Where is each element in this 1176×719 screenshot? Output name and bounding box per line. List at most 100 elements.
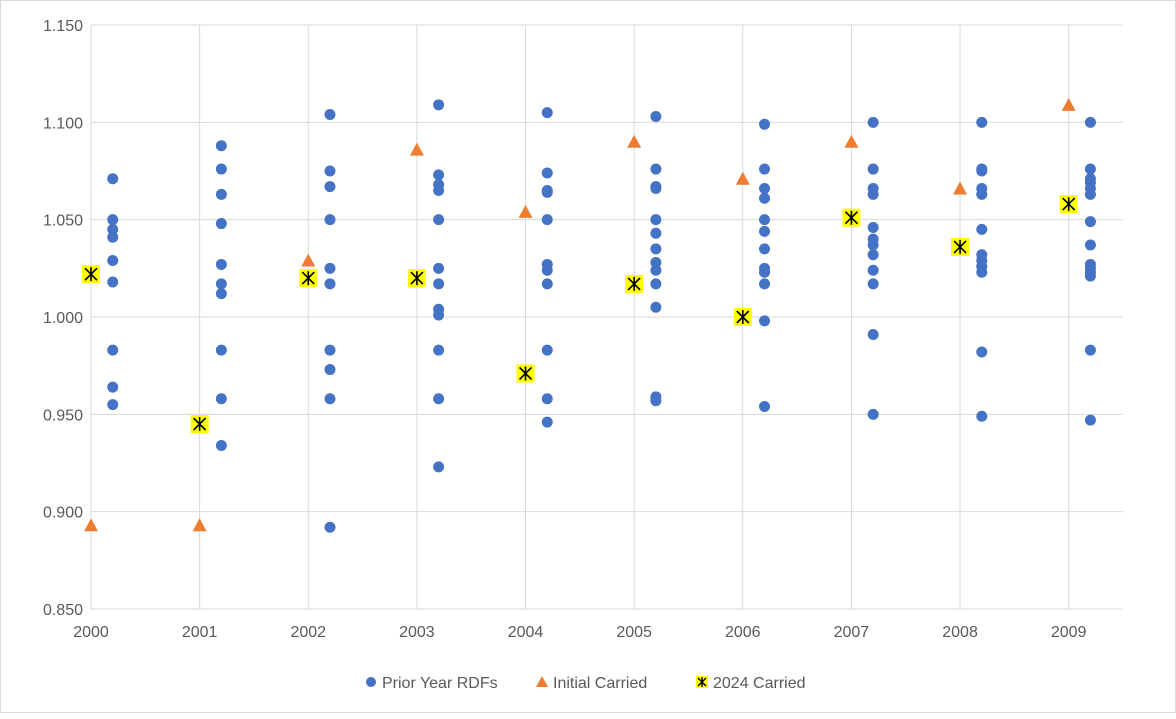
y-tick-label: 1.100 [43, 115, 83, 132]
2024-carried-point [190, 415, 209, 434]
data-points [82, 97, 1096, 533]
prior-year-rdf-point [650, 395, 662, 407]
prior-year-rdf-point [215, 258, 227, 270]
prior-year-rdf-point [976, 223, 988, 235]
2024-carried-point [516, 364, 535, 383]
2024-carried-point [1059, 195, 1078, 214]
initial-carried-point [192, 518, 207, 532]
prior-year-rdf-point [107, 381, 119, 393]
prior-year-rdf-point [650, 227, 662, 239]
legend-item: Prior Year RDFs [366, 675, 498, 692]
2024-carried-point [625, 274, 644, 293]
legend: Prior Year RDFs Initial Carried 2024 Carri… [366, 675, 806, 692]
prior-year-rdf-point [324, 181, 336, 193]
legend-label: Prior Year RDFs [382, 675, 498, 692]
gridlines [90, 24, 1123, 610]
prior-year-rdf-point [976, 165, 988, 177]
prior-year-rdf-point [433, 461, 445, 473]
prior-year-rdf-point [541, 186, 553, 198]
legend-item: 2024 Carried [696, 675, 806, 692]
prior-year-rdf-point [215, 163, 227, 175]
prior-year-rdf-point [759, 243, 771, 255]
2024-carried-point [407, 269, 426, 288]
2024-carried-point [299, 269, 318, 288]
x-tick-label: 2000 [73, 624, 109, 641]
prior-year-rdf-point [107, 399, 119, 411]
initial-carried-point [518, 204, 533, 218]
prior-year-rdf-point [976, 410, 988, 422]
2024-carried-point [842, 208, 861, 227]
prior-year-rdf-point [324, 393, 336, 405]
prior-year-rdf-point [867, 329, 879, 341]
prior-year-rdf-point [650, 183, 662, 195]
prior-year-rdf-point [541, 214, 553, 226]
prior-year-rdf-point [1084, 344, 1096, 356]
prior-year-rdf-point [650, 163, 662, 175]
prior-year-rdf-point [650, 301, 662, 313]
x-axis-ticks: 2000 2001 2002 2003 2004 2005 2006 2007 2008 2009 [73, 624, 1086, 641]
prior-year-rdf-point [867, 163, 879, 175]
initial-carried-point [84, 518, 98, 532]
prior-year-rdf-point [433, 214, 445, 226]
prior-year-rdf-point [759, 401, 771, 413]
prior-year-rdf-point [759, 278, 771, 290]
prior-year-rdf-point [433, 99, 445, 111]
initial-carried-point [301, 253, 316, 267]
asterisk-icon [84, 267, 98, 282]
legend-label: Initial Carried [553, 675, 647, 692]
initial-carried-point [1061, 97, 1076, 111]
initial-carried-point [627, 134, 642, 148]
asterisk-icon [1062, 197, 1076, 212]
x-tick-label: 2008 [942, 624, 978, 641]
prior-year-rdf-point [324, 364, 336, 376]
prior-year-rdf-point [976, 346, 988, 358]
prior-year-rdf-point [541, 167, 553, 179]
prior-year-rdf-point [324, 521, 336, 533]
legend-label: 2024 Carried [713, 675, 806, 692]
prior-year-rdf-point [759, 315, 771, 327]
prior-year-rdf-point [107, 231, 119, 243]
y-tick-label: 0.900 [43, 505, 83, 522]
y-tick-label: 0.950 [43, 407, 83, 424]
prior-year-rdf-point [976, 188, 988, 200]
y-tick-label: 0.850 [43, 602, 83, 619]
prior-year-rdf-point [759, 118, 771, 130]
prior-year-rdf-point [324, 109, 336, 121]
asterisk-icon [301, 271, 315, 286]
initial-carried-point [409, 142, 424, 156]
prior-year-rdf-point [867, 116, 879, 128]
prior-year-rdf-point [1084, 188, 1096, 200]
prior-year-rdf-point [324, 344, 336, 356]
prior-year-rdf-point [433, 309, 445, 321]
prior-year-rdf-point [867, 221, 879, 233]
asterisk-icon [193, 417, 207, 432]
prior-year-rdf-point [215, 218, 227, 230]
prior-year-rdf-point [107, 276, 119, 288]
prior-year-rdf-point [1084, 270, 1096, 282]
prior-year-rdf-point [1084, 163, 1096, 175]
x-tick-label: 2004 [508, 624, 544, 641]
prior-year-rdf-point [433, 344, 445, 356]
prior-year-rdf-point [541, 278, 553, 290]
prior-year-rdf-point [541, 393, 553, 405]
prior-year-rdf-point [324, 165, 336, 177]
prior-year-rdf-point [650, 278, 662, 290]
legend-marker [366, 677, 376, 687]
prior-year-rdf-point [976, 116, 988, 128]
prior-year-rdf-point [759, 225, 771, 237]
x-tick-label: 2001 [182, 624, 218, 641]
asterisk-icon [410, 271, 424, 286]
prior-year-rdf-point [759, 163, 771, 175]
prior-year-rdf-point [107, 173, 119, 185]
prior-year-rdf-point [433, 184, 445, 196]
prior-year-rdf-point [650, 264, 662, 276]
initial-carried-point [953, 181, 968, 195]
prior-year-rdf-point [107, 255, 119, 267]
y-tick-label: 1.000 [43, 310, 83, 327]
prior-year-rdf-point [650, 214, 662, 226]
prior-year-rdf-point [650, 256, 662, 268]
prior-year-rdf-point [541, 107, 553, 119]
prior-year-rdf-point [976, 266, 988, 278]
x-tick-label: 2009 [1051, 624, 1087, 641]
